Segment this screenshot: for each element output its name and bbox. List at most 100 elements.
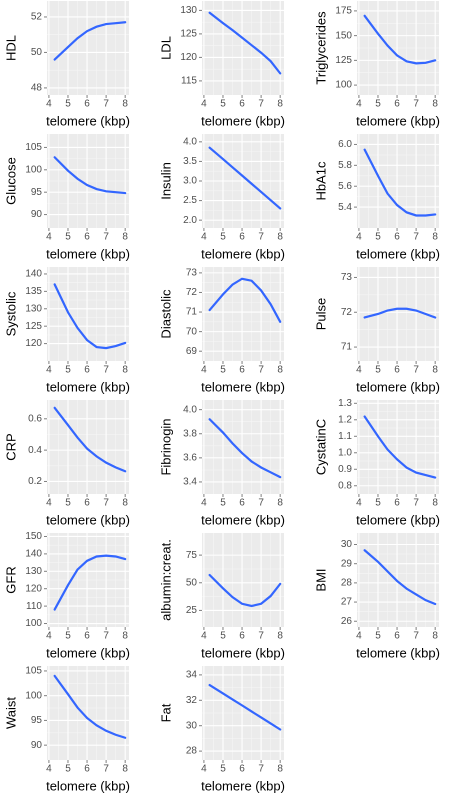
x-tick-label: 4 — [356, 99, 362, 110]
x-axis-title: telomere (kbp) — [356, 512, 440, 527]
y-tick-label: 28 — [186, 746, 198, 757]
x-axis-title: telomere (kbp) — [201, 512, 285, 527]
x-tick-label: 4 — [46, 498, 52, 509]
y-tick-label: 5.6 — [338, 181, 352, 192]
y-axis-title: Pulse — [313, 298, 328, 331]
y-tick-label: 73 — [186, 268, 198, 279]
x-tick-label: 7 — [103, 232, 109, 243]
y-tick-label: 1.3 — [338, 398, 352, 409]
plot-background — [202, 400, 284, 494]
y-tick-label: 3.5 — [183, 156, 197, 167]
y-tick-label: 0.9 — [338, 464, 352, 475]
x-tick-label: 8 — [432, 99, 438, 110]
x-tick-label: 5 — [65, 232, 71, 243]
panel: 0.8 0.9 1.0 1.1 1.2 1.3 4 5 6 7 8 telomere (kbp) Cys… — [313, 398, 439, 527]
panel: 2.0 2.5 3.0 3.5 4.0 4 5 6 7 8 telomere (kbp) Insuli… — [158, 134, 285, 261]
x-tick-label: 5 — [220, 498, 226, 509]
x-tick-label: 5 — [220, 631, 226, 642]
y-tick-label: 120 — [25, 583, 42, 594]
y-tick-label: 100 — [25, 618, 42, 629]
plot-background — [357, 533, 439, 627]
y-tick-label: 69 — [186, 346, 198, 357]
x-tick-label: 4 — [201, 365, 207, 376]
y-tick-label: 0.2 — [28, 476, 42, 487]
x-tick-label: 8 — [122, 232, 128, 243]
x-tick-label: 5 — [65, 99, 71, 110]
x-tick-label: 4 — [46, 764, 52, 775]
x-tick-label: 4 — [356, 232, 362, 243]
x-axis-title: telomere (kbp) — [356, 379, 440, 394]
trend-line — [53, 406, 127, 473]
x-tick-label: 7 — [258, 99, 264, 110]
y-axis-title: albumin:creat. — [158, 539, 173, 621]
y-tick-label: 3.6 — [183, 452, 197, 463]
y-tick-label: 130 — [25, 566, 42, 577]
y-tick-label: 135 — [25, 286, 42, 297]
x-tick-label: 8 — [122, 99, 128, 110]
x-tick-label: 7 — [103, 631, 109, 642]
x-tick-label: 5 — [220, 99, 226, 110]
x-tick-label: 5 — [65, 365, 71, 376]
y-axis-title: CystatinC — [313, 419, 328, 475]
y-tick-label: 48 — [31, 83, 43, 94]
y-tick-label: 110 — [26, 601, 42, 612]
x-tick-label: 4 — [201, 99, 207, 110]
x-tick-label: 8 — [122, 631, 128, 642]
x-tick-label: 7 — [258, 631, 264, 642]
plot-background — [202, 267, 284, 361]
y-tick-label: 30 — [186, 720, 198, 731]
x-axis-title: telomere (kbp) — [201, 113, 285, 128]
x-tick-label: 8 — [277, 498, 283, 509]
trend-line — [208, 683, 282, 731]
plot-background — [357, 400, 439, 494]
y-tick-label: 27 — [341, 597, 353, 608]
x-tick-label: 7 — [413, 232, 419, 243]
y-tick-label: 30 — [341, 539, 353, 550]
y-axis-title: GFR — [3, 566, 18, 593]
x-tick-label: 6 — [239, 498, 245, 509]
y-tick-label: 34 — [186, 670, 198, 681]
x-tick-label: 7 — [413, 631, 419, 642]
y-tick-label: 100 — [25, 690, 42, 701]
y-tick-label: 2.0 — [183, 215, 197, 226]
x-tick-label: 5 — [375, 365, 381, 376]
y-axis-title: Glucose — [3, 157, 18, 205]
y-tick-label: 50 — [186, 577, 198, 588]
x-tick-label: 8 — [277, 764, 283, 775]
y-tick-label: 115 — [181, 76, 197, 87]
x-axis-title: telomere (kbp) — [356, 113, 440, 128]
x-tick-label: 6 — [394, 631, 400, 642]
y-tick-label: 73 — [341, 272, 353, 283]
plot-background — [47, 666, 129, 760]
x-axis-title: telomere (kbp) — [46, 778, 130, 793]
y-tick-label: 72 — [186, 287, 198, 298]
y-axis-title: CRP — [3, 433, 18, 460]
y-tick-label: 3.8 — [183, 428, 197, 439]
y-axis-title: Triglycerides — [313, 11, 328, 85]
x-tick-label: 6 — [394, 365, 400, 376]
x-tick-label: 6 — [239, 232, 245, 243]
x-tick-label: 7 — [413, 498, 419, 509]
x-tick-label: 5 — [65, 764, 71, 775]
y-axis-title: HDL — [3, 35, 18, 61]
x-tick-label: 8 — [277, 99, 283, 110]
x-tick-label: 7 — [103, 99, 109, 110]
x-tick-label: 8 — [432, 232, 438, 243]
y-tick-label: 90 — [31, 740, 43, 751]
x-tick-label: 6 — [394, 99, 400, 110]
panel: 26 27 28 29 30 4 5 6 7 8 telomere (kbp) BMI — [313, 533, 440, 660]
panel: 28 30 32 34 4 5 6 7 8 telomere (kbp) Fat — [158, 666, 285, 793]
x-axis-title: telomere (kbp) — [201, 379, 285, 394]
panel: 90 95 100 105 4 5 6 7 8 telomere (kbp) Glucose — [3, 134, 130, 261]
y-tick-label: 95 — [31, 187, 43, 198]
x-tick-label: 6 — [84, 232, 90, 243]
trend-line — [363, 307, 437, 319]
panel: 5.4 5.6 5.8 6.0 4 5 6 7 8 telomere (kbp) HbA1c — [313, 134, 440, 261]
panel: 100 125 150 175 4 5 6 7 8 telomere (kbp) Triglycer… — [313, 1, 440, 128]
panel: 3.4 3.6 3.8 4.0 4 5 6 7 8 telomere (kbp) Fibrinogi… — [158, 400, 285, 527]
x-axis-title: telomere (kbp) — [46, 645, 130, 660]
x-axis-title: telomere (kbp) — [201, 778, 285, 793]
y-tick-label: 90 — [31, 209, 43, 220]
